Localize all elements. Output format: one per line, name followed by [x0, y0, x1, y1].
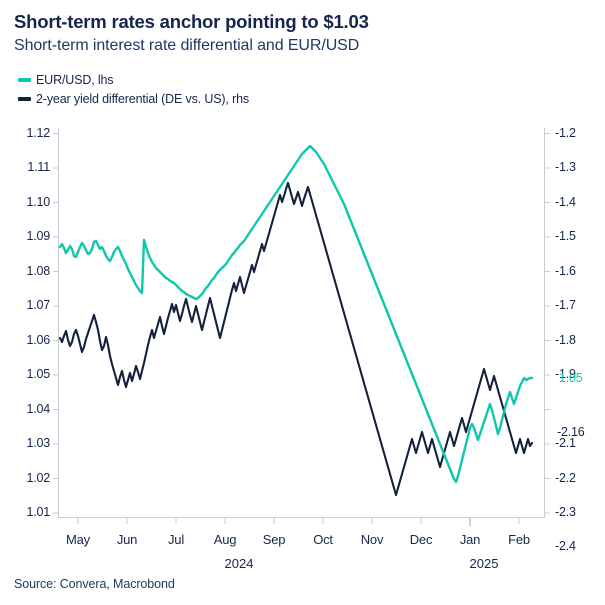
y-tick-left-1: 1.12	[26, 126, 50, 140]
line-swatch-teal-icon	[18, 77, 31, 82]
y-tick-left-9: 1.04	[26, 402, 50, 416]
y-tick-right-6: -1.7	[555, 298, 576, 312]
page-subtitle: Short-term interest rate differential an…	[14, 37, 360, 54]
y-axis-right-ticks	[545, 133, 550, 514]
y-tick-right-5: -1.6	[555, 264, 576, 278]
y-tick-right-11: -2.3	[555, 505, 576, 519]
y-tick-left-3: 1.10	[26, 195, 50, 209]
page-title: Short-term rates anchor pointing to $1.0…	[14, 11, 369, 32]
x-tick-may: May	[66, 532, 90, 547]
x-tick-feb: Feb	[508, 532, 530, 547]
x-tick-sep: Sep	[262, 532, 286, 547]
x-tick-jun: Jun	[116, 532, 138, 547]
x-tick-aug: Aug	[213, 532, 237, 547]
y-tick-right-12: -2.4	[555, 539, 576, 553]
y-tick-left-4: 1.09	[26, 229, 50, 243]
y-tick-right-2: -1.3	[555, 160, 576, 174]
x-axis-ticks	[77, 518, 520, 526]
x-tick-oct: Oct	[313, 532, 333, 547]
x-year-2024: 2024	[224, 556, 254, 571]
y-tick-right-1: -1.2	[555, 126, 576, 140]
legend-label-eurusd: EUR/USD, lhs	[36, 72, 114, 87]
legend-item-eurusd: EUR/USD, lhs	[18, 70, 249, 89]
x-tick-jan: Jan	[459, 532, 481, 547]
line-swatch-navy-icon	[18, 96, 31, 101]
x-tick-dec: Dec	[409, 532, 433, 547]
plot-area	[58, 128, 545, 518]
legend-item-yield-differential: 2-year yield differential (DE vs. US), r…	[18, 89, 249, 108]
y-tick-right-10: -2.2	[555, 471, 576, 485]
y-tick-right-9: -2.1	[555, 436, 576, 450]
y-tick-right-3: -1.4	[555, 195, 576, 209]
x-tick-nov: Nov	[360, 532, 384, 547]
x-year-2025: 2025	[469, 556, 499, 571]
source-note: Source: Convera, Macrobond	[14, 577, 175, 591]
y-tick-right-4: -1.5	[555, 229, 576, 243]
y-tick-right-7: -1.8	[555, 333, 576, 347]
y-tick-left-12: 1.01	[26, 505, 50, 519]
y-tick-left-5: 1.08	[26, 264, 50, 278]
y-tick-left-7: 1.06	[26, 333, 50, 347]
yield-diff-last-value-label: -2.16	[557, 425, 585, 439]
y-tick-right-8: -1.9	[555, 367, 576, 381]
y-tick-left-2: 1.11	[27, 160, 50, 174]
y-tick-left-8: 1.05	[26, 367, 50, 381]
y-tick-left-11: 1.02	[26, 471, 50, 485]
y-tick-left-10: 1.03	[26, 436, 50, 450]
chart-legend: EUR/USD, lhs 2-year yield differential (…	[18, 70, 249, 108]
eurusd-last-value-label: 1.05	[559, 371, 583, 385]
x-tick-jul: Jul	[167, 532, 185, 547]
legend-label-yield-differential: 2-year yield differential (DE vs. US), r…	[36, 91, 249, 106]
y-tick-left-6: 1.07	[26, 298, 50, 312]
